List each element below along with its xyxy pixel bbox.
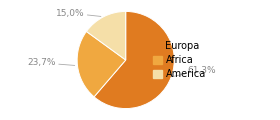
Text: 23,7%: 23,7% bbox=[27, 58, 75, 67]
Wedge shape bbox=[94, 11, 174, 109]
Text: 15,0%: 15,0% bbox=[56, 9, 101, 18]
Text: 61,3%: 61,3% bbox=[174, 66, 216, 76]
Wedge shape bbox=[77, 31, 126, 97]
Wedge shape bbox=[87, 11, 126, 60]
Legend: Europa, Africa, America: Europa, Africa, America bbox=[153, 41, 206, 79]
